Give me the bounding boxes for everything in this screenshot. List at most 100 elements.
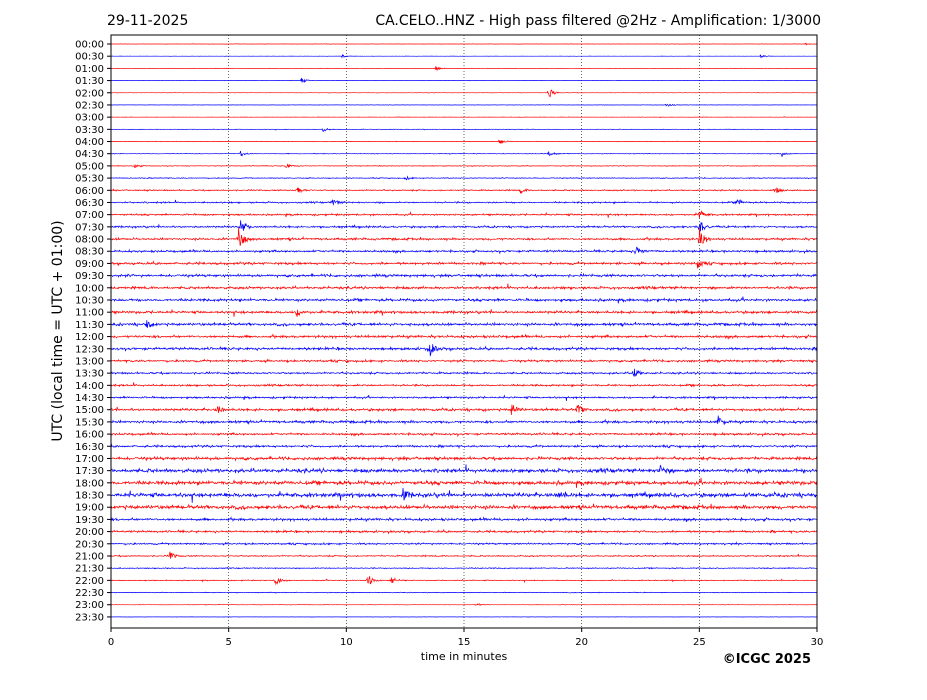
trace-0700 bbox=[110, 210, 818, 219]
y-tick-label: 03:30 bbox=[75, 125, 104, 136]
y-tick-label: 18:00 bbox=[75, 478, 104, 489]
y-tick-label: 20:00 bbox=[75, 527, 104, 538]
trace-2330 bbox=[110, 616, 818, 618]
y-tick-label: 19:00 bbox=[75, 503, 104, 514]
y-tick-label: 23:30 bbox=[75, 612, 104, 623]
chart-date: 29-11-2025 bbox=[107, 13, 188, 29]
trace-2000 bbox=[110, 528, 818, 535]
trace-2300 bbox=[110, 603, 818, 607]
trace-1630 bbox=[110, 443, 817, 450]
trace-1330 bbox=[110, 368, 818, 377]
x-tick-labels: 0 5 10 15 20 25 30 bbox=[108, 628, 824, 648]
trace-0030 bbox=[111, 53, 817, 59]
y-tick-label: 02:30 bbox=[75, 100, 104, 111]
trace-0600 bbox=[110, 187, 818, 194]
y-axis-label: UTC (local time = UTC + 01:00) bbox=[50, 220, 66, 441]
y-tick-label: 15:00 bbox=[75, 405, 104, 416]
trace-0330 bbox=[111, 127, 817, 133]
trace-2030 bbox=[110, 541, 818, 546]
y-tick-label: 15:30 bbox=[75, 417, 104, 428]
trace-1200 bbox=[110, 333, 818, 340]
y-tick-label: 22:00 bbox=[75, 576, 104, 587]
trace-0830 bbox=[110, 246, 818, 255]
y-tick-label: 08:00 bbox=[75, 235, 104, 246]
y-tick-label: 03:00 bbox=[75, 113, 104, 124]
trace-1400 bbox=[110, 382, 818, 388]
y-tick-label: 06:00 bbox=[75, 186, 104, 197]
trace-1830 bbox=[110, 487, 818, 503]
y-tick-label: 11:30 bbox=[75, 320, 104, 331]
y-tick-label: 00:00 bbox=[75, 40, 104, 51]
y-tick-label: 05:00 bbox=[75, 161, 104, 172]
trace-2200 bbox=[110, 576, 818, 586]
y-tick-label: 13:30 bbox=[75, 369, 104, 380]
trace-1800 bbox=[110, 477, 818, 489]
trace-1700 bbox=[110, 455, 818, 462]
trace-0900 bbox=[110, 260, 818, 269]
trace-1930 bbox=[110, 516, 818, 523]
trace-0430 bbox=[111, 150, 818, 157]
copyright: ©ICGC 2025 bbox=[723, 652, 811, 667]
y-tick-label: 08:30 bbox=[75, 247, 104, 258]
y-tick-label: 00:30 bbox=[75, 52, 104, 63]
trace-0100 bbox=[110, 66, 818, 71]
plot-frame bbox=[110, 34, 818, 629]
y-tick-label: 12:30 bbox=[75, 344, 104, 355]
y-tick-label: 14:00 bbox=[75, 381, 104, 392]
trace-1600 bbox=[110, 431, 817, 438]
trace-0200 bbox=[110, 89, 818, 98]
y-tick-label: 17:00 bbox=[75, 454, 104, 465]
x-tick-label: 10 bbox=[340, 637, 353, 648]
trace-0630 bbox=[110, 199, 818, 206]
y-tick-label: 18:30 bbox=[75, 491, 104, 502]
y-tick-label: 09:00 bbox=[75, 259, 104, 270]
trace-1430 bbox=[110, 394, 818, 401]
trace-1530 bbox=[110, 415, 818, 425]
trace-1500 bbox=[110, 404, 818, 416]
y-tick-label: 11:00 bbox=[75, 308, 104, 319]
x-tick-label: 25 bbox=[693, 637, 706, 648]
x-tick-label: 30 bbox=[811, 637, 824, 648]
y-tick-label: 17:30 bbox=[75, 466, 104, 477]
y-tick-label: 19:30 bbox=[75, 515, 104, 526]
chart-title: CA.CELO..HNZ - High pass filtered @2Hz -… bbox=[375, 13, 821, 29]
trace-0930 bbox=[110, 272, 818, 279]
x-tick-label: 15 bbox=[458, 637, 471, 648]
x-tick-label: 20 bbox=[575, 637, 588, 648]
y-tick-label: 10:00 bbox=[75, 283, 104, 294]
trace-1130 bbox=[110, 320, 818, 328]
y-tick-label: 21:30 bbox=[75, 564, 104, 575]
trace-2100 bbox=[110, 551, 818, 559]
trace-0230 bbox=[111, 103, 818, 107]
trace-1230 bbox=[110, 344, 818, 357]
y-tick-label: 16:30 bbox=[75, 442, 104, 453]
seismic-traces bbox=[110, 42, 818, 618]
y-tick-label: 04:30 bbox=[75, 149, 104, 160]
x-tick-label: 5 bbox=[225, 637, 231, 648]
y-tick-label: 01:30 bbox=[75, 76, 104, 87]
x-axis-label: time in minutes bbox=[421, 650, 508, 663]
trace-1030 bbox=[110, 296, 818, 304]
y-tick-label: 01:00 bbox=[75, 64, 104, 75]
trace-1000 bbox=[110, 283, 818, 291]
y-tick-label: 20:30 bbox=[75, 539, 104, 550]
trace-2230 bbox=[110, 591, 817, 594]
y-tick-label: 13:00 bbox=[75, 356, 104, 367]
trace-1300 bbox=[110, 358, 818, 364]
trace-0130 bbox=[110, 77, 818, 84]
y-tick-label: 05:30 bbox=[75, 174, 104, 185]
trace-0300 bbox=[110, 116, 818, 119]
trace-1900 bbox=[110, 503, 818, 511]
y-tick-label: 07:00 bbox=[75, 210, 104, 221]
grid-lines bbox=[228, 35, 700, 628]
y-tick-label: 16:00 bbox=[75, 430, 104, 441]
trace-0000 bbox=[110, 42, 817, 46]
trace-0500 bbox=[110, 163, 818, 169]
y-tick-label: 10:30 bbox=[75, 295, 104, 306]
x-tick-label: 0 bbox=[108, 637, 114, 648]
trace-0730 bbox=[110, 220, 818, 232]
y-tick-label: 06:30 bbox=[75, 198, 104, 209]
y-tick-label: 07:30 bbox=[75, 222, 104, 233]
